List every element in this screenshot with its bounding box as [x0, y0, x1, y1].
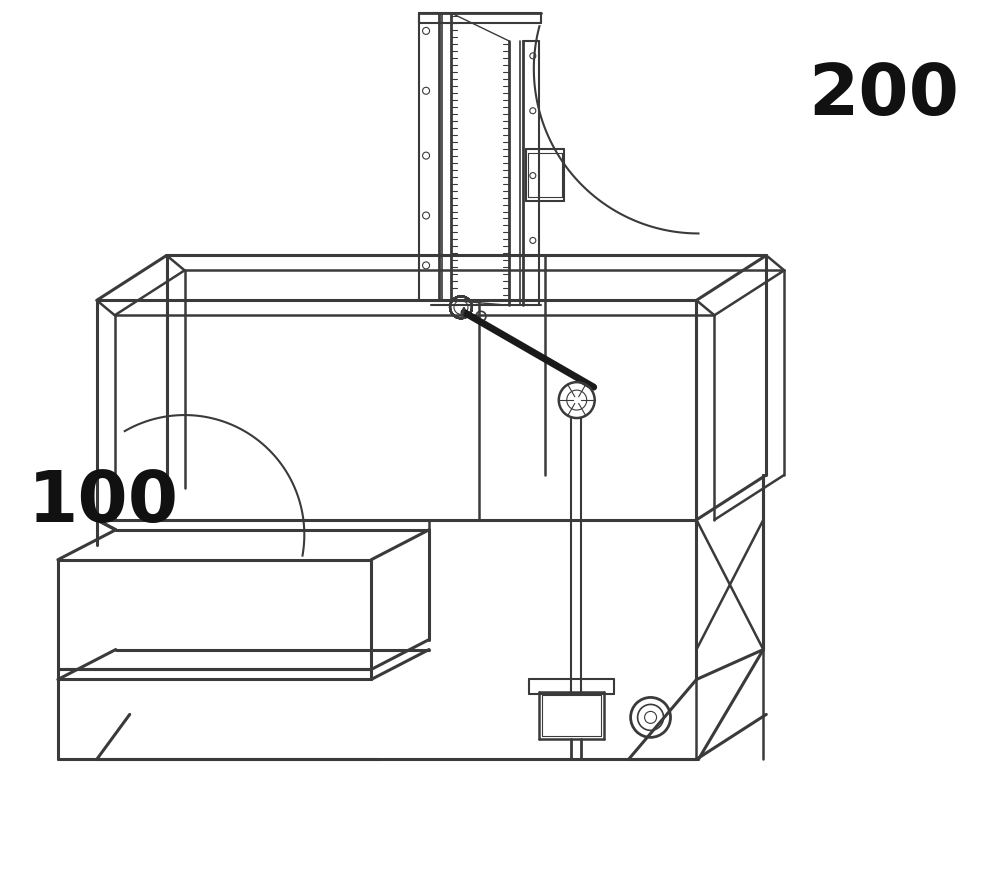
Text: 200: 200	[808, 61, 959, 130]
Text: 100: 100	[28, 468, 179, 537]
